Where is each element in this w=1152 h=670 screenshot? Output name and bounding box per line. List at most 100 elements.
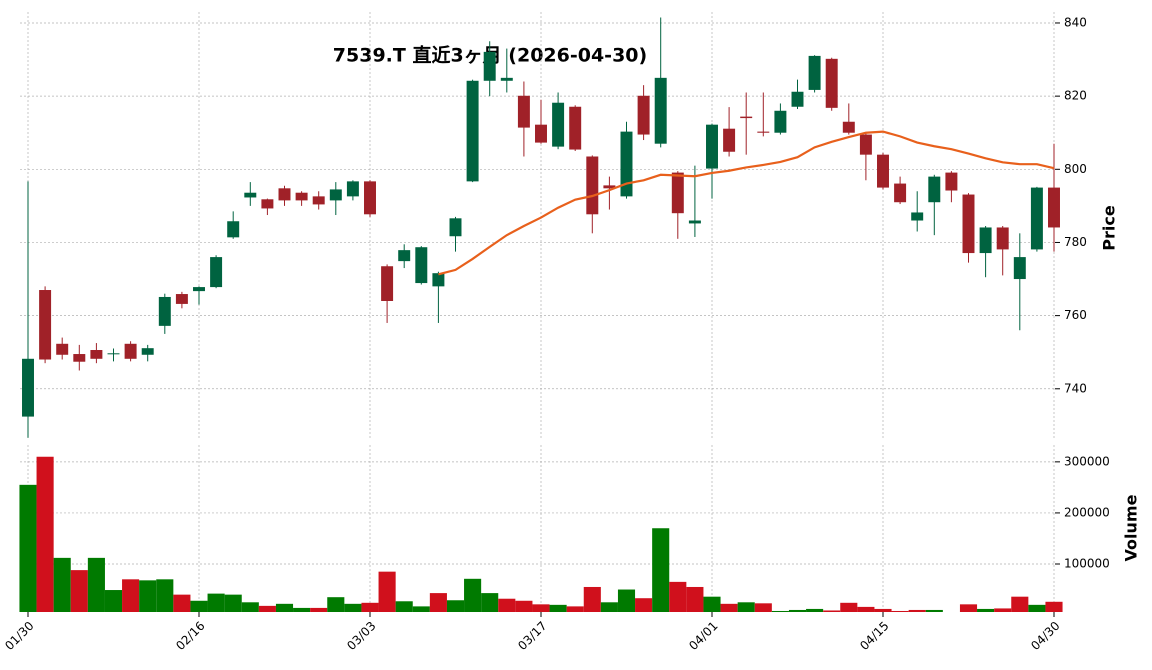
- volume-bar: [122, 579, 140, 612]
- candle-body: [449, 218, 462, 237]
- x-tick-label: 03/03: [344, 619, 378, 653]
- y-tick-label: 740: [1064, 381, 1087, 395]
- volume-bar: [977, 608, 995, 612]
- candle-body: [364, 181, 376, 215]
- candle-body: [945, 172, 958, 191]
- candle-body: [73, 354, 86, 362]
- volume-bar: [686, 586, 704, 612]
- candle-body: [603, 185, 616, 189]
- volume-bar: [378, 571, 396, 612]
- volume-bar: [874, 608, 892, 612]
- volume-bar: [310, 607, 328, 612]
- candle-body: [124, 343, 137, 359]
- candle-body: [1030, 187, 1043, 250]
- candle-body: [227, 221, 240, 238]
- candle-body: [158, 296, 171, 326]
- volume-bar: [361, 602, 379, 612]
- y-tick-label: 100000: [1064, 556, 1110, 570]
- y-tick-label: 820: [1064, 89, 1087, 103]
- candle-body: [278, 188, 291, 201]
- volume-bar: [994, 608, 1012, 612]
- volume-bar: [532, 604, 550, 612]
- volume-bar: [173, 594, 191, 612]
- candle-body: [312, 196, 325, 205]
- y-axis-label: Price: [1100, 205, 1119, 251]
- x-tick-label: 03/17: [515, 619, 549, 653]
- x-tick-label: 04/30: [1028, 619, 1062, 653]
- candle-body: [637, 95, 650, 135]
- candle-body: [569, 106, 582, 150]
- y-tick-label: 780: [1064, 235, 1087, 249]
- volume-bar: [258, 605, 276, 612]
- volume-bar: [635, 598, 653, 612]
- candle-body: [842, 121, 855, 133]
- candle-body: [90, 350, 103, 359]
- candle-body: [723, 128, 736, 152]
- volume-bar: [600, 602, 618, 612]
- volume-bar: [344, 603, 362, 612]
- volume-bar: [224, 594, 242, 612]
- volume-bar: [70, 570, 88, 612]
- volume-bar: [241, 602, 259, 612]
- candle-body: [210, 257, 223, 288]
- candle-body: [757, 131, 770, 133]
- candle-body: [295, 192, 308, 201]
- volume-bar: [275, 603, 294, 612]
- volume-bar: [754, 603, 772, 612]
- candle-body: [620, 131, 633, 197]
- candle-body: [877, 154, 889, 188]
- volume-bar: [446, 600, 465, 612]
- candle-body: [381, 266, 394, 301]
- volume-bar: [19, 484, 37, 612]
- volume-bar: [806, 608, 824, 612]
- volume-bar: [891, 610, 909, 612]
- y-tick-label: 760: [1064, 308, 1087, 322]
- volume-bar: [1011, 596, 1029, 612]
- volume-bar: [669, 581, 687, 612]
- y-tick-label: 840: [1064, 15, 1087, 29]
- volume-bar: [87, 557, 105, 612]
- volume-bar: [1045, 601, 1063, 612]
- candle-body: [808, 55, 821, 90]
- moving-average: [438, 130, 1055, 276]
- candle-body: [979, 227, 992, 254]
- volume-bar: [549, 604, 567, 612]
- volume-bar: [293, 607, 311, 612]
- volume-bar: [566, 606, 584, 612]
- candle-body: [654, 77, 667, 144]
- x-tick-label: 01/30: [2, 619, 36, 653]
- candle-body: [415, 247, 428, 284]
- candle-body: [706, 124, 718, 169]
- volume-bar: [823, 610, 841, 612]
- volume-bar: [788, 609, 807, 612]
- candle-body: [107, 353, 120, 355]
- candle-body: [671, 172, 684, 214]
- candle-body: [261, 199, 274, 209]
- candle-body: [791, 91, 804, 107]
- candle-body: [329, 189, 342, 201]
- volume-bar: [395, 601, 413, 612]
- volume-bar: [481, 593, 499, 612]
- volume-bar: [139, 580, 157, 612]
- volume-bar: [429, 593, 447, 612]
- volume-bar: [190, 600, 208, 612]
- volume-bar: [1028, 604, 1046, 612]
- y-tick-label: 800: [1064, 162, 1087, 176]
- volume-bar: [720, 603, 738, 612]
- volume-bar: [959, 604, 978, 612]
- volume-bar: [703, 596, 721, 612]
- candle-body: [535, 124, 547, 143]
- candle-body: [346, 181, 359, 197]
- volume-bar: [464, 578, 482, 612]
- candle-body: [996, 227, 1009, 250]
- candle-body: [911, 212, 924, 221]
- volume-bar: [908, 609, 926, 612]
- candle-body: [175, 294, 188, 304]
- volume-bar: [53, 557, 71, 612]
- y-tick-label: 200000: [1064, 505, 1110, 519]
- x-tick-label: 02/16: [173, 619, 207, 653]
- volume-bar: [925, 609, 943, 612]
- y-tick-label: 300000: [1064, 454, 1110, 468]
- volume-bar: [857, 606, 875, 612]
